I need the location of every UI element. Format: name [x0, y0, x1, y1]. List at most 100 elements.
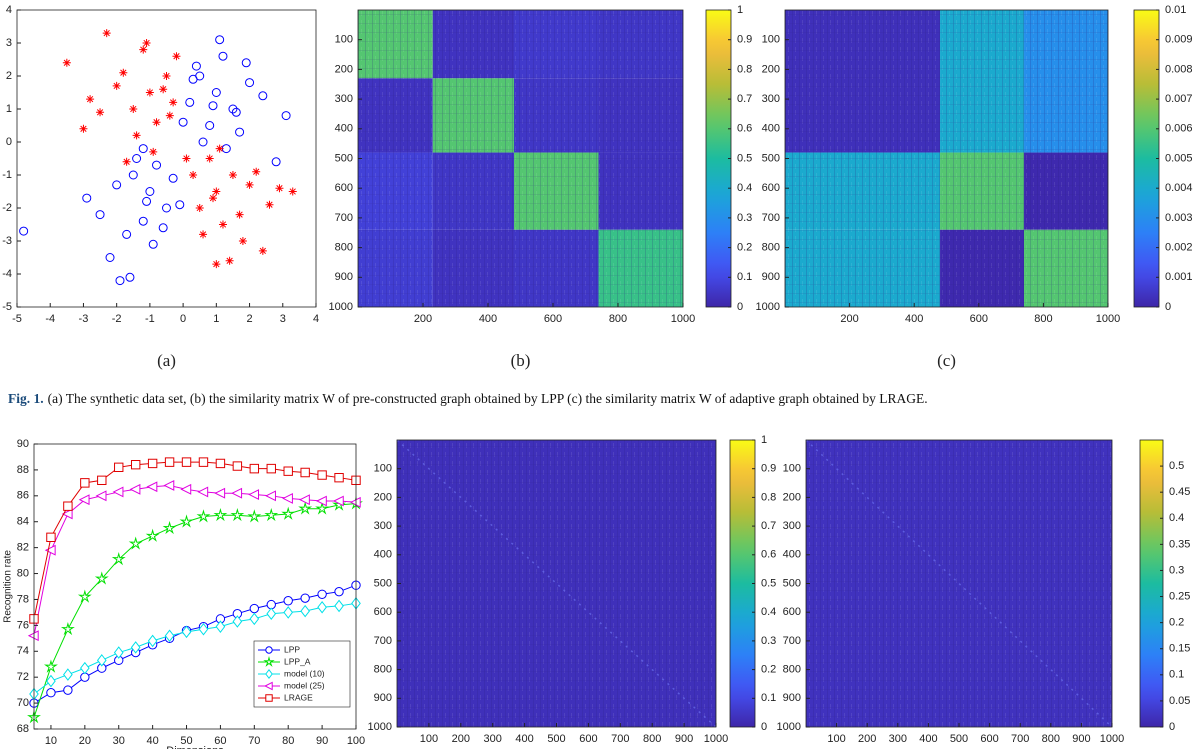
- marker: [95, 210, 105, 220]
- x-tick-label: -3: [79, 313, 89, 325]
- marker: [132, 131, 141, 140]
- y-tick-label: 200: [783, 491, 801, 503]
- y-tick-label: 400: [374, 549, 392, 561]
- colorbar-tick-label: 0.5: [737, 152, 752, 164]
- y-tick-label: 800: [783, 664, 801, 676]
- x-tick-label: 800: [643, 733, 661, 745]
- marker: [196, 509, 211, 523]
- y-tick-label: 200: [335, 63, 353, 75]
- marker: [215, 458, 226, 469]
- x-tick-label: 10: [45, 735, 57, 747]
- y-tick-label: 800: [374, 664, 392, 676]
- x-tick-label: 600: [970, 313, 988, 325]
- colorbar-tick-label: 0.1: [737, 271, 752, 283]
- legend-label: LPP_A: [284, 656, 311, 666]
- marker: [265, 490, 276, 502]
- y-tick-label: 1000: [777, 721, 801, 733]
- y-tick-label: 200: [762, 63, 780, 75]
- colorbar-tick-label: 0.7: [761, 520, 776, 532]
- marker: [165, 111, 174, 120]
- marker: [332, 495, 344, 507]
- colorbar-tick-label: 0.006: [1165, 123, 1193, 135]
- panel-label: (a): [157, 351, 176, 370]
- caption-label: Fig. 1.: [8, 391, 44, 406]
- marker: [205, 154, 214, 163]
- colorbar-tick-label: 0.007: [1165, 93, 1193, 105]
- marker: [215, 620, 226, 633]
- texture: [785, 10, 1108, 307]
- y-tick-label: -2: [2, 202, 12, 214]
- marker: [113, 646, 124, 659]
- marker: [145, 88, 154, 97]
- marker: [264, 507, 279, 522]
- marker: [198, 137, 208, 147]
- y-tick-label: 600: [335, 182, 353, 194]
- colorbar-tick-label: 0.25: [1169, 590, 1190, 602]
- x-tick-label: 90: [316, 735, 328, 747]
- x-tick-label: 60: [214, 735, 226, 747]
- marker: [317, 470, 327, 480]
- x-tick-label: 800: [609, 313, 627, 325]
- x-axis-label: Dimensions: [166, 745, 224, 749]
- y-tick-label: 500: [762, 152, 780, 164]
- y-tick-label: 700: [335, 212, 353, 224]
- colorbar-tick-label: 0.3: [737, 212, 752, 224]
- panel-label: (b): [511, 351, 531, 370]
- y-tick-label: 200: [374, 491, 392, 503]
- colorbar-tick-label: 0: [761, 721, 767, 733]
- marker: [283, 466, 293, 476]
- marker: [283, 606, 294, 619]
- x-tick-label: 1: [213, 313, 219, 325]
- marker: [46, 532, 56, 542]
- marker: [114, 462, 124, 473]
- marker: [169, 98, 178, 107]
- marker: [112, 180, 122, 190]
- marker: [138, 216, 148, 226]
- y-tick-label: 300: [762, 93, 780, 105]
- colorbar-tick-label: 0: [1165, 301, 1171, 313]
- marker: [63, 501, 73, 511]
- marker: [281, 111, 291, 121]
- x-tick-label: 700: [611, 733, 629, 745]
- legend-marker: [265, 646, 273, 654]
- y-tick-label: 80: [17, 567, 29, 579]
- y-tick-label: 500: [335, 152, 353, 164]
- marker: [189, 171, 198, 179]
- marker: [44, 544, 56, 556]
- panel-label: (c): [937, 351, 956, 370]
- texture: [358, 10, 683, 307]
- marker: [283, 596, 293, 606]
- y-tick-label: 70: [17, 697, 29, 709]
- legend-label: LRAGE: [284, 692, 313, 702]
- marker: [147, 634, 158, 648]
- marker: [215, 144, 224, 153]
- x-tick-label: 400: [515, 733, 533, 745]
- marker: [315, 501, 330, 515]
- y-tick-label: -4: [2, 268, 12, 280]
- marker: [334, 472, 344, 483]
- marker: [245, 180, 254, 189]
- marker: [179, 514, 194, 528]
- marker: [152, 160, 162, 170]
- legend-marker: [264, 681, 273, 691]
- marker: [115, 276, 125, 286]
- marker: [214, 487, 226, 499]
- marker: [198, 622, 209, 636]
- y-tick-label: 100: [335, 34, 353, 46]
- legend-marker: [265, 669, 273, 679]
- marker: [212, 260, 221, 269]
- y-tick-label: 600: [374, 606, 392, 618]
- colorbar-tick-label: 0.7: [737, 93, 752, 105]
- marker: [164, 629, 175, 643]
- colorbar-tick-label: 0: [737, 301, 743, 313]
- y-tick-label: 84: [17, 516, 29, 528]
- marker: [317, 600, 327, 614]
- x-tick-label: 700: [1011, 733, 1029, 745]
- figure-caption: Fig. 1. (a) The synthetic data set, (b) t…: [8, 391, 1188, 407]
- marker: [95, 490, 107, 502]
- colorbar-tick-label: 0.4: [1169, 512, 1184, 524]
- marker: [349, 496, 361, 508]
- marker: [125, 272, 135, 282]
- marker: [129, 483, 141, 495]
